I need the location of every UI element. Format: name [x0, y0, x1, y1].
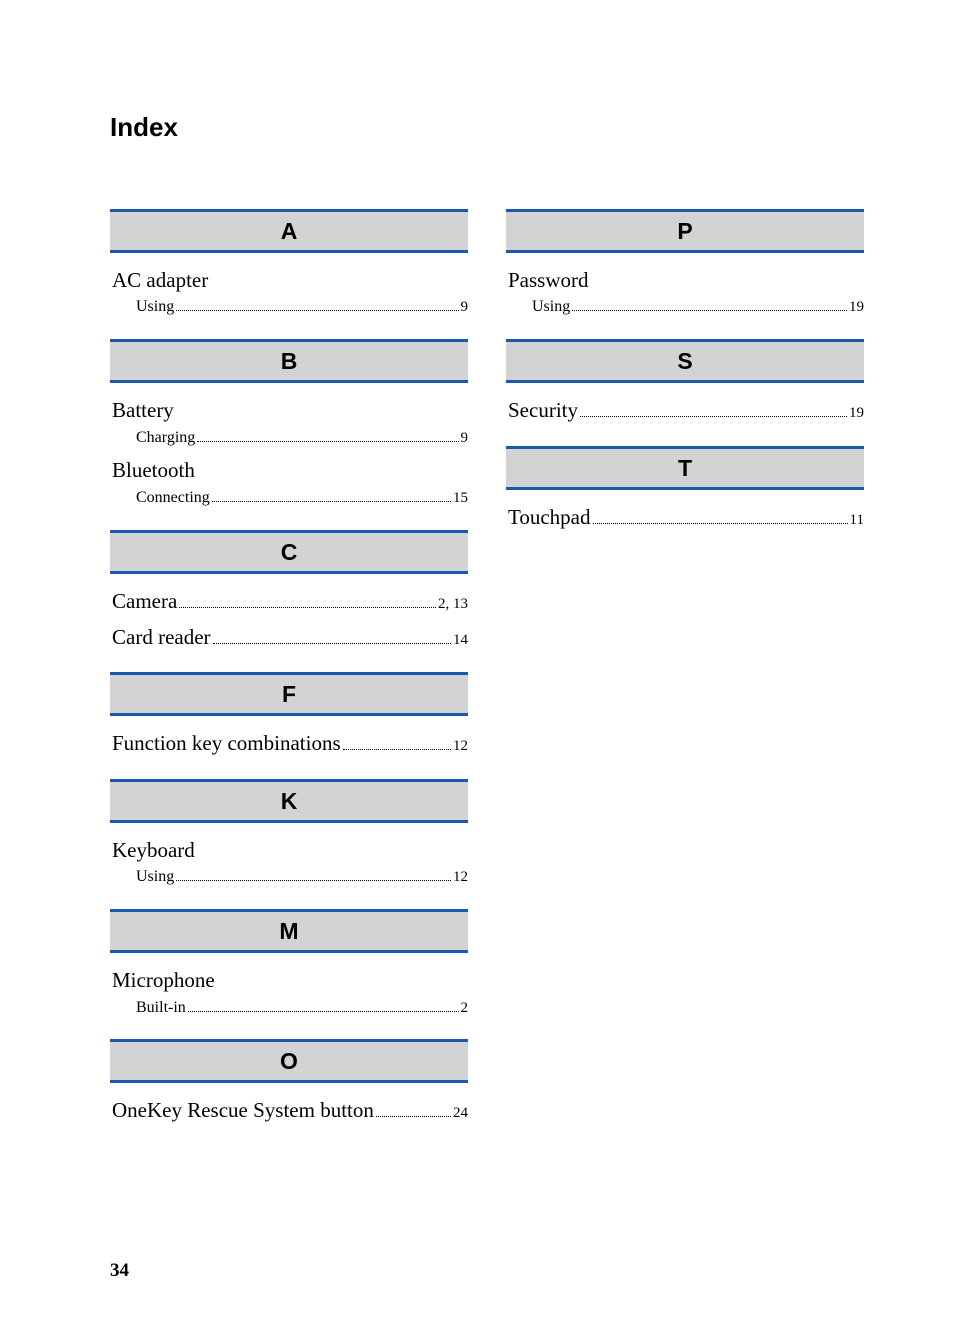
- index-term: Card reader: [112, 622, 211, 652]
- index-leader-dots: [572, 299, 847, 312]
- index-term: Battery: [112, 395, 174, 425]
- index-term: AC adapter: [112, 265, 208, 295]
- index-leader-dots: [376, 1100, 451, 1117]
- index-entry: Microphone: [110, 965, 468, 995]
- index-term: OneKey Rescue System button: [112, 1095, 374, 1125]
- index-subentry: Using 9: [110, 295, 468, 319]
- index-columns: AAC adapterUsing9BBatteryCharging9Blueto…: [110, 209, 864, 1132]
- index-column-right: P PasswordUsing 19 S Security 19 T Touchpad 11: [506, 209, 864, 1132]
- index-entry: Function key combinations 12: [110, 728, 468, 758]
- index-subterm: Connecting: [136, 486, 210, 509]
- index-entry-group: Security 19: [506, 395, 864, 425]
- page-number: 34: [110, 1260, 129, 1282]
- index-entry: Touchpad 11: [506, 502, 864, 532]
- page: Index AAC adapterUsing9BBatteryCharging9…: [0, 0, 954, 1340]
- index-page-number: 12: [453, 867, 468, 889]
- letter-header: T: [506, 446, 864, 490]
- index-leader-dots: [179, 591, 436, 608]
- index-term: Camera: [112, 586, 177, 616]
- index-term: Function key combinations: [112, 728, 341, 758]
- index-page-number: 2, 13: [438, 594, 468, 616]
- letter-header: K: [110, 779, 468, 823]
- index-subentry: Using 12: [110, 865, 468, 889]
- letter-header: C: [110, 530, 468, 574]
- index-entry-group: BatteryCharging 9: [110, 395, 468, 449]
- index-entry-group: PasswordUsing 19: [506, 265, 864, 319]
- letter-header: A: [110, 209, 468, 253]
- index-term: Microphone: [112, 965, 215, 995]
- letter-header: P: [506, 209, 864, 253]
- letter-header: M: [110, 909, 468, 953]
- index-page-number: 2: [461, 998, 469, 1020]
- index-page-number: 9: [461, 297, 469, 319]
- index-leader-dots: [197, 429, 458, 442]
- index-page-number: 11: [850, 510, 864, 532]
- letter-header: S: [506, 339, 864, 383]
- index-page-number: 19: [849, 297, 864, 319]
- index-subterm: Charging: [136, 426, 195, 449]
- index-column-left: AAC adapterUsing9BBatteryCharging9Blueto…: [110, 209, 468, 1132]
- index-entry-group: OneKey Rescue System button 24: [110, 1095, 468, 1125]
- index-subentry: Charging 9: [110, 426, 468, 450]
- index-entry-group: Camera 2, 13: [110, 586, 468, 616]
- index-entry: Security 19: [506, 395, 864, 425]
- index-leader-dots: [176, 869, 451, 882]
- index-entry: Card reader 14: [110, 622, 468, 652]
- letter-header: B: [110, 339, 468, 383]
- index-entry: Password: [506, 265, 864, 295]
- index-subentry: Connecting 15: [110, 486, 468, 510]
- index-entry: Keyboard: [110, 835, 468, 865]
- index-entry: Camera 2, 13: [110, 586, 468, 616]
- index-leader-dots: [188, 999, 459, 1012]
- index-term: Touchpad: [508, 502, 591, 532]
- index-entry: Battery: [110, 395, 468, 425]
- index-entry: OneKey Rescue System button 24: [110, 1095, 468, 1125]
- index-entry-group: AC adapterUsing 9: [110, 265, 468, 319]
- index-entry-group: MicrophoneBuilt-in 2: [110, 965, 468, 1019]
- index-subterm: Using: [136, 295, 174, 318]
- index-subterm: Using: [532, 295, 570, 318]
- index-entry: Bluetooth: [110, 455, 468, 485]
- index-leader-dots: [593, 507, 848, 524]
- index-term: Keyboard: [112, 835, 195, 865]
- index-entry: AC adapter: [110, 265, 468, 295]
- index-leader-dots: [343, 734, 451, 751]
- index-page-number: 24: [453, 1103, 468, 1125]
- index-subentry: Using 19: [506, 295, 864, 319]
- index-subentry: Built-in 2: [110, 996, 468, 1020]
- index-entry-group: Card reader 14: [110, 622, 468, 652]
- index-page-number: 15: [453, 488, 468, 510]
- index-page-number: 12: [453, 736, 468, 758]
- index-term: Password: [508, 265, 589, 295]
- index-entry-group: KeyboardUsing 12: [110, 835, 468, 889]
- index-entry-group: Touchpad 11: [506, 502, 864, 532]
- index-leader-dots: [212, 489, 451, 502]
- page-title: Index: [110, 112, 864, 143]
- index-page-number: 19: [849, 403, 864, 425]
- index-page-number: 9: [461, 428, 469, 450]
- index-page-number: 14: [453, 630, 468, 652]
- index-subterm: Using: [136, 865, 174, 888]
- letter-header: O: [110, 1039, 468, 1083]
- letter-header: F: [110, 672, 468, 716]
- index-entry-group: BluetoothConnecting 15: [110, 455, 468, 509]
- index-term: Bluetooth: [112, 455, 195, 485]
- index-entry-group: Function key combinations 12: [110, 728, 468, 758]
- index-leader-dots: [176, 299, 458, 312]
- index-leader-dots: [213, 627, 451, 644]
- index-subterm: Built-in: [136, 996, 186, 1019]
- index-leader-dots: [580, 400, 847, 417]
- index-term: Security: [508, 395, 578, 425]
